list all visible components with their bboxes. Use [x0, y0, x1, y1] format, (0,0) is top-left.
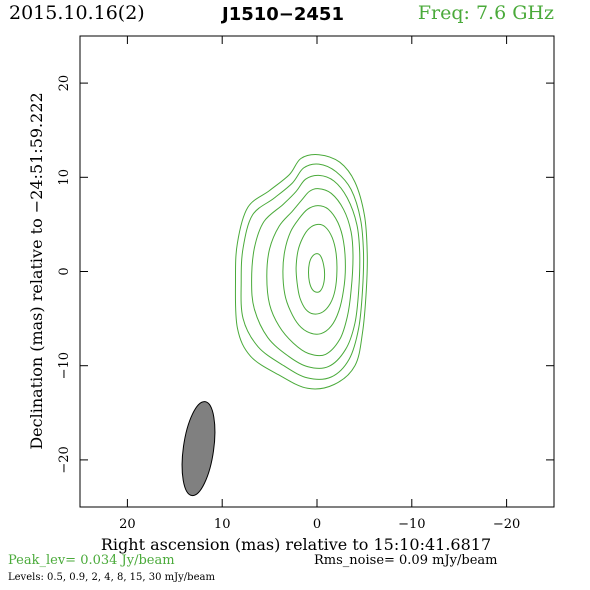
y-axis-label: Declination (mas) relative to −24:51:59.…: [27, 92, 46, 449]
x-tick-label: 0: [313, 517, 321, 532]
plot-frame: [79, 35, 555, 508]
contour-layer: [234, 154, 368, 390]
beam-ellipse: [181, 401, 216, 497]
y-tick-label: −10: [57, 352, 72, 379]
contour-level-5: [282, 205, 346, 335]
plot-date: 2015.10.16(2): [9, 2, 145, 24]
axis-tick-labels: 20 10 0 −10 −20 20 10 0 −10 −20: [57, 75, 520, 532]
frequency-label: Freq: 7.6 GHz: [417, 2, 554, 24]
contour-levels: Levels: 0.5, 0.9, 2, 4, 8, 15, 30 mJy/be…: [8, 572, 215, 583]
contour-level-3: [251, 174, 361, 369]
y-tick-label: −20: [57, 446, 72, 473]
x-tick-label: −10: [398, 517, 425, 532]
beam-layer: [181, 401, 216, 497]
contour-level-4: [266, 188, 354, 357]
y-tick-label: 0: [57, 267, 72, 275]
contour-level-2: [240, 163, 365, 380]
contour-level-1: [234, 154, 368, 390]
source-name: J1510−2451: [222, 4, 344, 25]
x-tick-label: 10: [214, 517, 231, 532]
contour-level-6: [295, 223, 338, 315]
rms-noise: Rms_noise= 0.09 mJy/beam: [314, 553, 498, 568]
y-tick-label: 10: [57, 169, 72, 186]
peak-level: Peak_lev= 0.034 Jy/beam: [8, 553, 175, 568]
x-tick-label: −20: [493, 517, 520, 532]
x-tick-label: 20: [119, 517, 136, 532]
x-axis-label: Right ascension (mas) relative to 15:10:…: [101, 535, 491, 554]
contour-level-7: [307, 253, 326, 293]
axis-ticks: [80, 36, 554, 507]
y-tick-label: 20: [57, 75, 72, 92]
